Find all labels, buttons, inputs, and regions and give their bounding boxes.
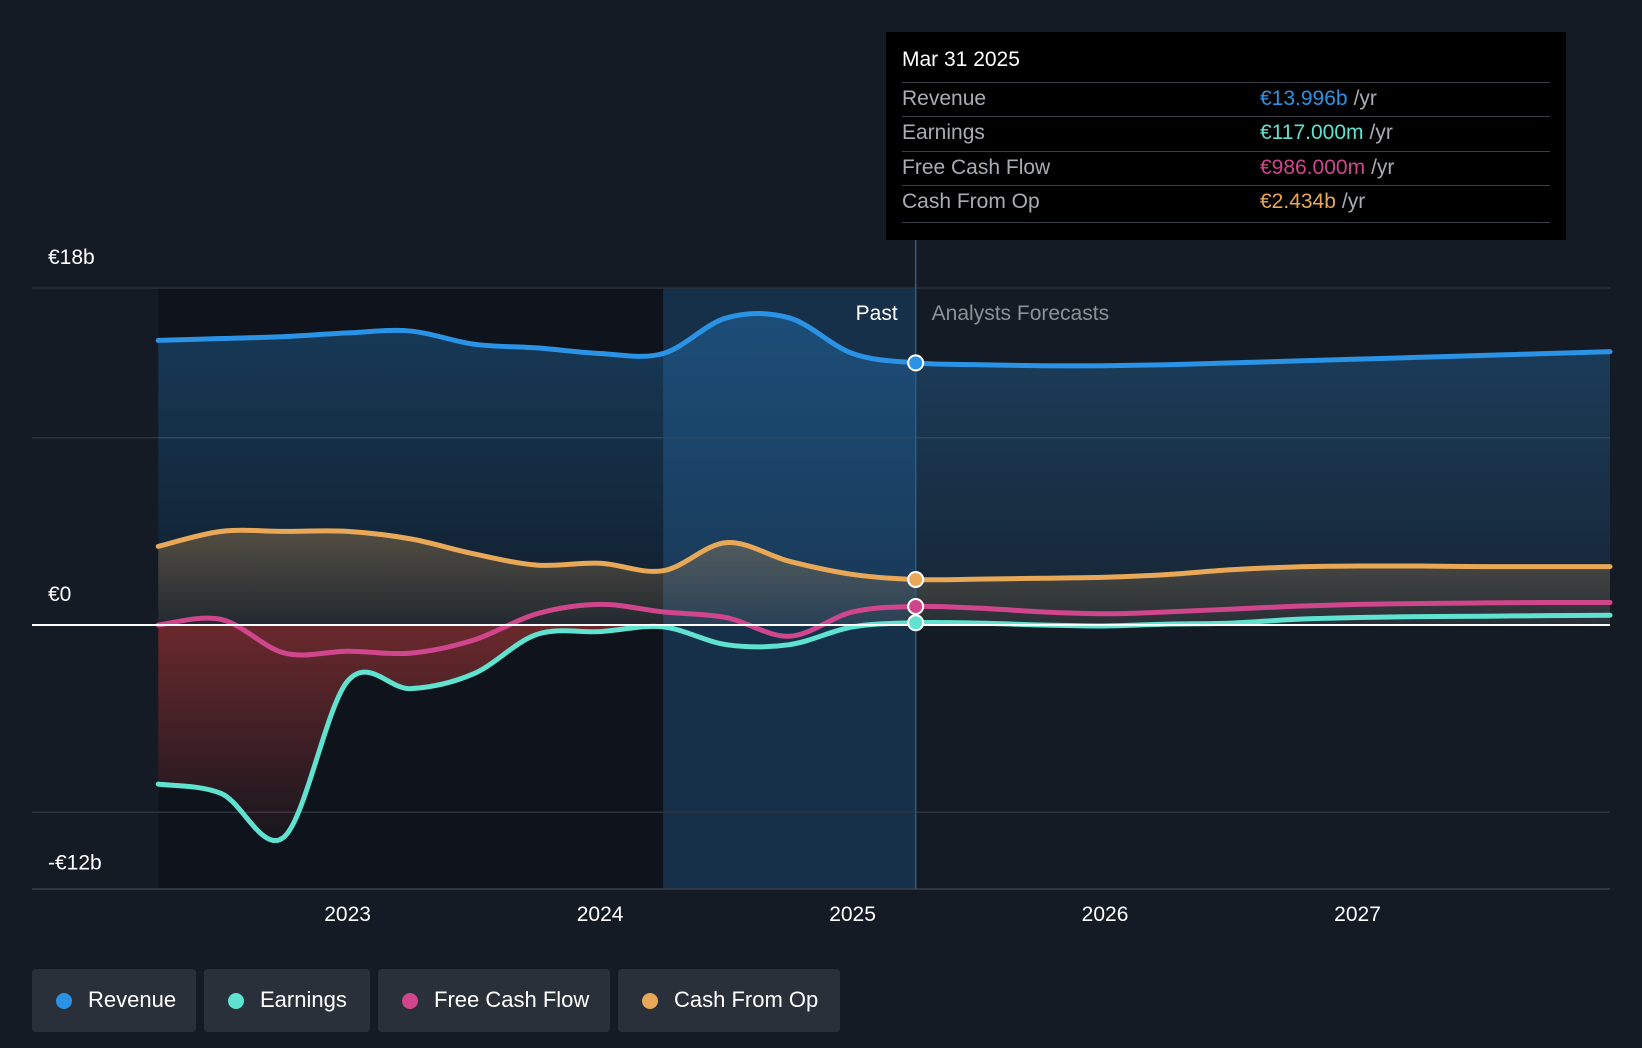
earnings-line — [155, 612, 1613, 843]
x-tick-label: 2026 — [1082, 903, 1129, 926]
revenue-line — [155, 311, 1613, 369]
legend-label: Revenue — [88, 987, 177, 1012]
tooltip-value: €986.000m/yr — [1260, 156, 1395, 179]
tooltip-value: €117.000m/yr — [1260, 121, 1393, 144]
cash-from-op-marker — [907, 571, 925, 589]
tooltip-label: Earnings — [902, 121, 985, 144]
earnings-marker — [907, 614, 925, 632]
tooltip-label: Cash From Op — [902, 190, 1040, 213]
chart-canvas: €18b €0 -€12b 2023 2024 2025 2026 2027 Past An… — [32, 240, 1613, 926]
legend-item-free-cash-flow[interactable]: Free Cash Flow — [378, 969, 610, 1032]
tooltip-row-revenue: Revenue €13.996b/yr — [902, 82, 1550, 117]
free-cash-flow-dot-icon — [402, 993, 418, 1009]
x-tick-label: 2027 — [1334, 903, 1381, 926]
y-tick-label: -€12b — [48, 852, 102, 875]
legend-item-cash-from-op[interactable]: Cash From Op — [618, 969, 840, 1032]
earnings-dot-icon — [228, 993, 244, 1009]
legend-label: Free Cash Flow — [434, 987, 590, 1012]
earnings-negative-area — [158, 625, 664, 841]
tooltip-row-free-cash-flow: Free Cash Flow €986.000m/yr — [902, 151, 1550, 186]
tooltip: Mar 31 2025 Revenue €13.996b/yr Earnings… — [886, 32, 1566, 240]
x-tick-label: 2023 — [324, 903, 371, 926]
tooltip-row-earnings: Earnings €117.000m/yr — [902, 116, 1550, 151]
cash-from-op-line — [155, 527, 1613, 583]
tooltip-value: €13.996b/yr — [1260, 87, 1377, 110]
revenue-dot-icon — [56, 993, 72, 1009]
past-label: Past — [856, 302, 898, 325]
y-tick-label: €0 — [48, 583, 71, 606]
legend-item-earnings[interactable]: Earnings — [204, 969, 370, 1032]
legend-label: Cash From Op — [674, 987, 819, 1012]
tooltip-date: Mar 31 2025 — [902, 48, 1020, 71]
cash-from-op-area — [158, 530, 1611, 626]
y-tick-label: €18b — [48, 246, 95, 269]
revenue-area — [158, 313, 1611, 626]
tooltip-row-cash-from-op: Cash From Op €2.434b/yr — [902, 185, 1550, 220]
free-cash-flow-marker — [907, 597, 925, 615]
forecast-label: Analysts Forecasts — [932, 302, 1109, 325]
legend-label: Earnings — [260, 987, 347, 1012]
x-tick-label: 2024 — [577, 903, 624, 926]
revenue-marker — [907, 354, 925, 372]
x-tick-label: 2025 — [829, 903, 876, 926]
tooltip-label: Revenue — [902, 87, 987, 110]
tooltip-value: €2.434b/yr — [1260, 190, 1366, 213]
free-cash-flow-line — [155, 600, 1613, 658]
legend-item-revenue[interactable]: Revenue — [32, 969, 196, 1032]
tooltip-label: Free Cash Flow — [902, 156, 1051, 179]
cash-from-op-dot-icon — [642, 993, 658, 1009]
